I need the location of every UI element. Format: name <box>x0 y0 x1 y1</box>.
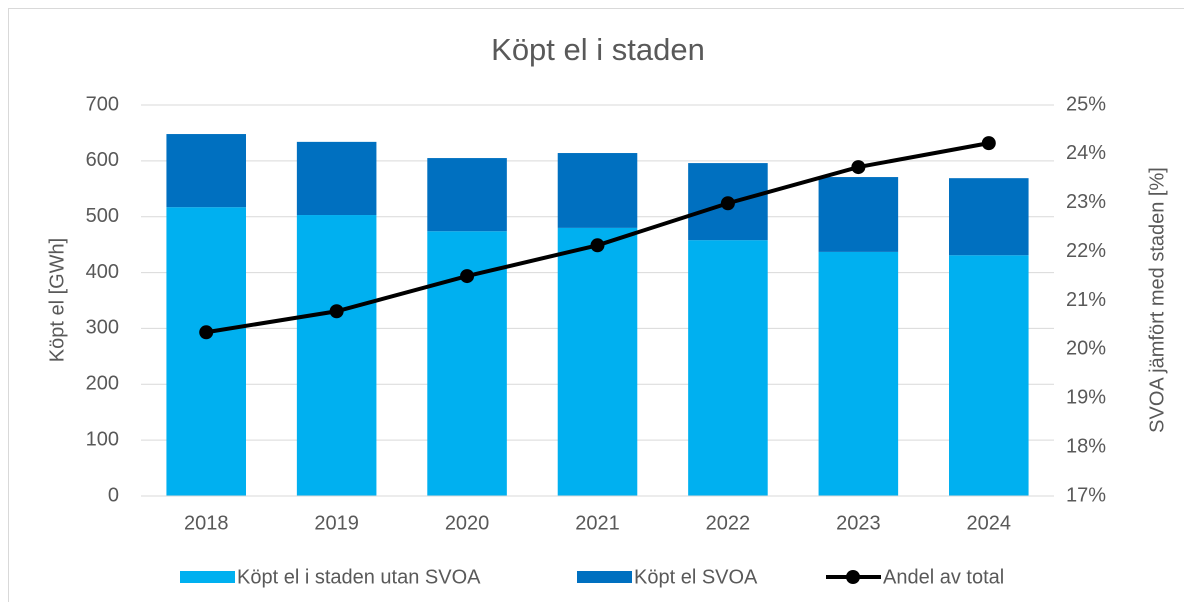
bar <box>557 153 638 228</box>
line-marker <box>590 238 605 253</box>
bar <box>818 251 899 496</box>
x-tick-label: 2022 <box>706 512 751 534</box>
y-tick-label: 0 <box>108 484 119 506</box>
y-tick-label: 100 <box>86 428 119 450</box>
y-tick-label: 700 <box>86 93 119 115</box>
bar <box>166 134 246 208</box>
y-axis-label: Köpt el [GWh] <box>46 238 68 363</box>
bar <box>557 227 638 496</box>
bar <box>427 158 507 232</box>
bar <box>296 215 377 496</box>
legend-label: Köpt el i staden utan SVOA <box>237 566 481 588</box>
legend-swatch <box>577 571 632 583</box>
x-tick-label: 2023 <box>836 512 881 534</box>
x-tick-label: 2021 <box>575 512 620 534</box>
legend-label: Andel av total <box>883 566 1004 588</box>
y-tick-label: 500 <box>86 205 119 227</box>
y2-tick-label: 22% <box>1066 240 1106 262</box>
y-tick-label: 300 <box>86 317 119 339</box>
y2-tick-label: 25% <box>1066 93 1106 115</box>
y-tick-label: 400 <box>86 261 119 283</box>
y2-tick-label: 21% <box>1066 289 1106 311</box>
bar <box>688 240 768 496</box>
y2-tick-label: 18% <box>1066 435 1106 457</box>
y2-tick-label: 20% <box>1066 338 1106 360</box>
x-tick-label: 2019 <box>314 512 359 534</box>
y2-axis-label: SVOA jämfört med staden [%] <box>1146 167 1168 433</box>
chart-frame <box>8 8 1184 602</box>
y-tick-label: 200 <box>86 373 119 395</box>
y2-tick-label: 17% <box>1066 484 1106 506</box>
bar <box>818 177 899 252</box>
line-marker <box>720 196 735 211</box>
bar <box>949 255 1029 496</box>
x-tick-label: 2020 <box>445 512 490 534</box>
bar <box>949 178 1029 256</box>
y2-tick-label: 23% <box>1066 191 1106 213</box>
line-marker <box>199 325 214 340</box>
chart-title: Köpt el i staden <box>491 32 705 67</box>
line-marker <box>851 160 866 175</box>
x-tick-label: 2024 <box>967 512 1012 534</box>
x-tick-label: 2018 <box>184 512 229 534</box>
bar <box>296 141 377 216</box>
line-marker <box>329 304 344 319</box>
legend-swatch <box>180 571 235 583</box>
line-marker <box>460 269 475 284</box>
bar <box>166 207 246 496</box>
legend-marker <box>846 570 860 584</box>
line-marker <box>981 136 996 151</box>
legend-label: Köpt el SVOA <box>634 566 758 588</box>
y2-tick-label: 24% <box>1066 142 1106 164</box>
y-tick-label: 600 <box>86 149 119 171</box>
y2-tick-label: 19% <box>1066 387 1106 409</box>
